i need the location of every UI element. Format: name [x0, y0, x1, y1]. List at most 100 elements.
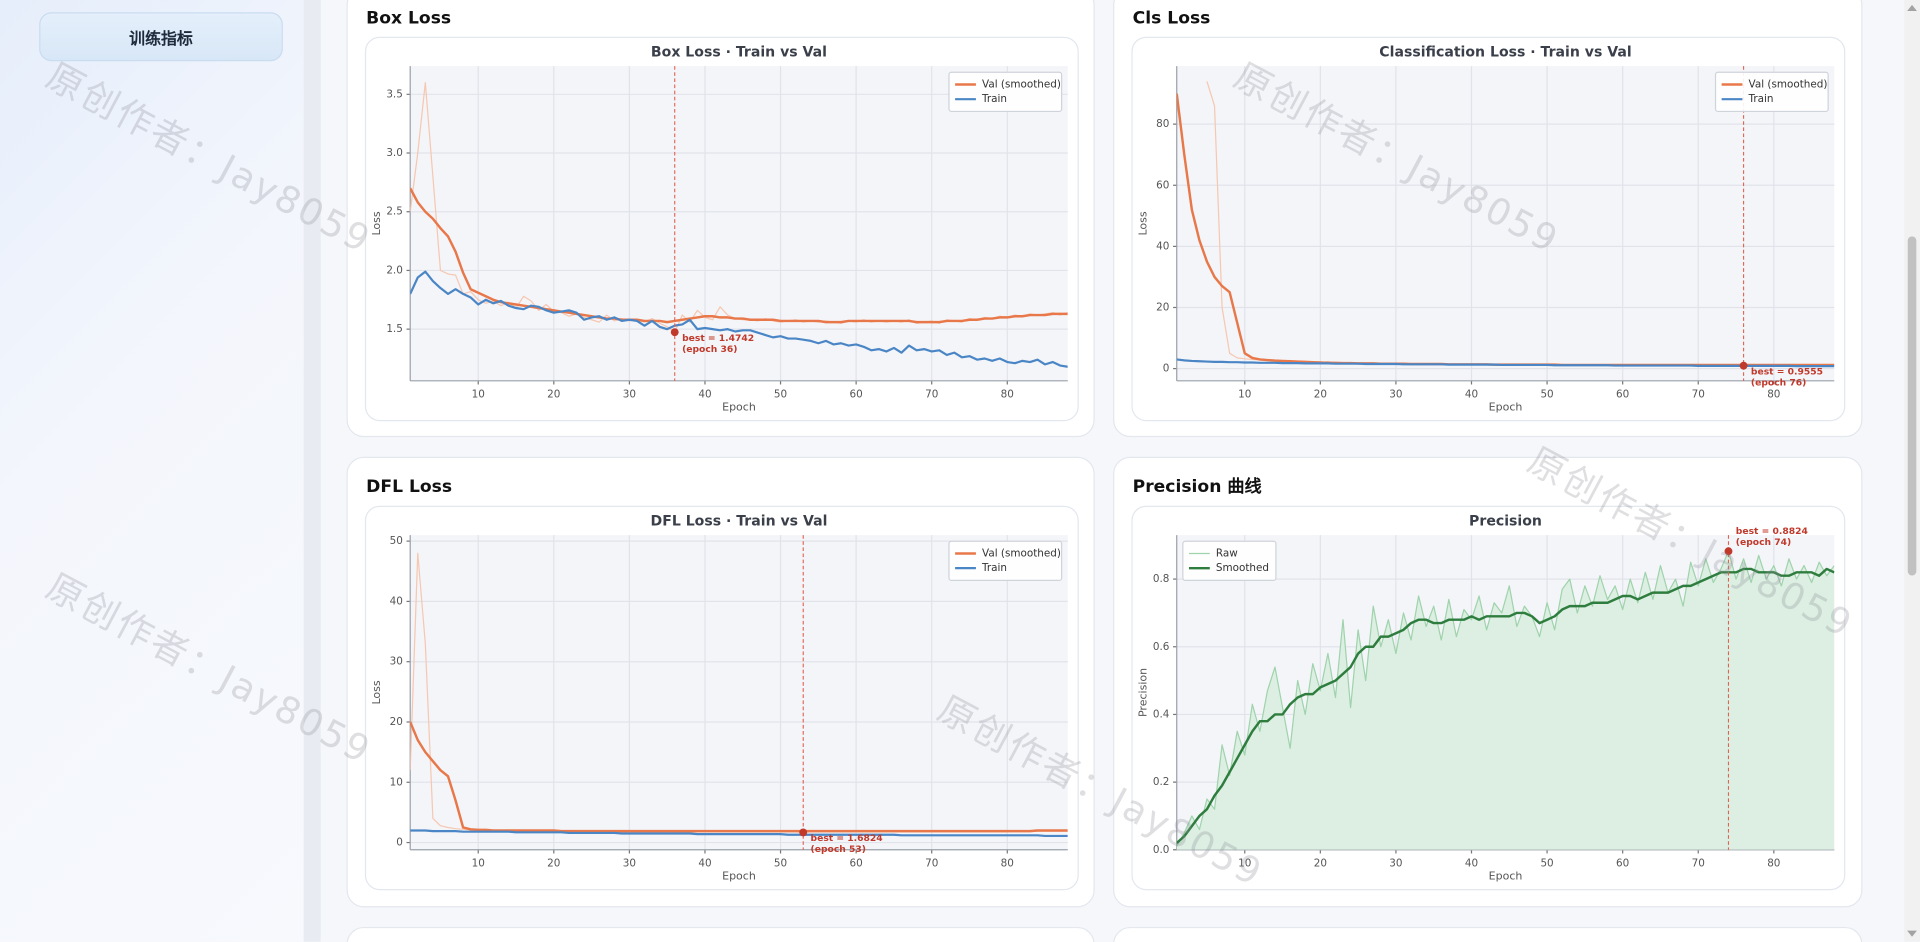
legend-box: [948, 71, 1063, 113]
plot-area: [410, 535, 1068, 850]
card: DFL Loss DFL Loss · Train vs Val 10 20 30 40…: [346, 456, 1095, 908]
x-tick-label: 70: [1692, 857, 1705, 869]
chart: Precision 10 20 30 40 50 60 70 80 0.0 0.2 0.4 0.6 0.8…: [1137, 514, 1835, 883]
y-tick-label: 50: [390, 535, 403, 547]
y-tick-label: 0.6: [1153, 641, 1170, 653]
chart: Classification Loss · Train vs Val 10 20 30…: [1137, 45, 1835, 414]
card-heading: Cls Loss: [1132, 8, 1211, 29]
x-tick-label: 10: [472, 388, 485, 400]
x-tick-label: 20: [547, 857, 560, 869]
y-tick-label: 2.5: [386, 206, 403, 218]
x-tick-label: 50: [1540, 857, 1553, 869]
sidebar: 训练指标: [0, 0, 304, 942]
x-tick-label: 10: [1238, 388, 1251, 400]
card-heading: Precision 曲线: [1132, 477, 1262, 498]
legend-box: [1182, 540, 1277, 582]
legend-box: [948, 540, 1063, 582]
series-group: [410, 552, 1068, 838]
x-tick-label: 20: [1314, 857, 1327, 869]
x-tick-label: 60: [1616, 857, 1629, 869]
chart-frame: Classification Loss · Train vs Val 10 20 30…: [1131, 36, 1846, 422]
y-tick-label: 20: [390, 716, 403, 728]
x-tick-label: 40: [698, 857, 711, 869]
card: [1113, 926, 1863, 942]
y-tick-label: 0: [1163, 363, 1170, 375]
x-tick-label: 50: [1540, 388, 1553, 400]
legend-label: Train: [981, 562, 1007, 574]
scroll-thumb[interactable]: [1907, 236, 1917, 576]
best-label: best = 1.6824: [811, 833, 883, 844]
plot-area: [410, 66, 1068, 381]
x-tick-label: 10: [1238, 857, 1251, 869]
best-label: (epoch 36): [682, 344, 737, 355]
x-tick-label: 60: [850, 388, 863, 400]
x-tick-label: 50: [774, 857, 787, 869]
best-point: [799, 828, 808, 837]
y-axis-label: Precision: [1137, 668, 1150, 717]
chart-frame: Box Loss · Train vs Val 10 20 30 40 50 60 70 80 1…: [364, 36, 1079, 422]
x-tick-label: 20: [547, 388, 560, 400]
x-tick-label: 70: [925, 857, 938, 869]
x-tick-label: 50: [774, 388, 787, 400]
y-tick-label: 80: [1156, 118, 1169, 130]
legend-label: Val (smoothed): [982, 547, 1061, 559]
x-tick-label: 70: [925, 388, 938, 400]
x-tick-label: 40: [698, 388, 711, 400]
card-heading: DFL Loss: [366, 477, 453, 498]
x-tick-label: 30: [623, 388, 636, 400]
y-axis-label: Loss: [1137, 211, 1150, 235]
y-tick-label: 3.0: [386, 147, 403, 159]
x-tick-label: 20: [1314, 388, 1327, 400]
y-tick-label: 0.4: [1153, 708, 1170, 720]
y-tick-label: 30: [390, 656, 403, 668]
best-label: best = 0.8824: [1736, 526, 1808, 537]
y-tick-label: 0: [396, 837, 403, 849]
area: [1176, 551, 1835, 850]
x-tick-label: 60: [1616, 388, 1629, 400]
y-tick-label: 20: [1156, 301, 1169, 313]
chart-frame: DFL Loss · Train vs Val 10 20 30 40 50 60 70 80 0…: [364, 505, 1079, 891]
x-tick-label: 80: [1767, 857, 1780, 869]
x-tick-label: 80: [1767, 388, 1780, 400]
chart: Box Loss · Train vs Val 10 20 30 40 50 60 70 80 1…: [370, 45, 1068, 414]
legend-label: Raw: [1216, 547, 1238, 559]
x-axis-label: Epoch: [722, 401, 756, 414]
x-tick-label: 40: [1465, 388, 1478, 400]
line: [410, 721, 1068, 833]
x-tick-label: 70: [1692, 388, 1705, 400]
line: [410, 829, 1068, 838]
chart-title: Classification Loss · Train vs Val: [1379, 45, 1631, 61]
y-tick-label: 3.5: [386, 88, 403, 100]
card: Precision 曲线 Precision 10 20 30 40 50 60 70 80 0.…: [1113, 456, 1863, 908]
y-tick-label: 40: [1156, 240, 1169, 252]
y-tick-label: 1.5: [386, 323, 403, 335]
gutter: [303, 0, 321, 942]
card-heading: Box Loss: [366, 8, 452, 29]
x-tick-label: 30: [1389, 388, 1402, 400]
x-tick-label: 80: [1001, 857, 1014, 869]
best-point: [1739, 361, 1748, 370]
x-tick-label: 80: [1001, 388, 1014, 400]
best-point: [1724, 547, 1733, 556]
series-group: [1176, 81, 1835, 368]
y-axis-label: Loss: [370, 211, 383, 235]
series-group: [1176, 550, 1835, 850]
y-tick-label: 60: [1156, 179, 1169, 191]
nav-button[interactable]: 训练指标: [39, 12, 283, 62]
y-axis-label: Loss: [370, 680, 383, 704]
legend-label: Val (smoothed): [982, 78, 1061, 90]
best-label: (epoch 74): [1736, 537, 1791, 548]
series-group: [410, 81, 1068, 368]
best-label: (epoch 76): [1751, 377, 1806, 388]
best-label: (epoch 53): [811, 844, 866, 855]
chart-title: DFL Loss · Train vs Val: [651, 514, 828, 530]
line: [1176, 550, 1835, 847]
scrollbar[interactable]: [1904, 0, 1920, 942]
card: [346, 926, 1095, 942]
x-tick-label: 30: [1389, 857, 1402, 869]
y-tick-label: 10: [390, 776, 403, 788]
line: [1176, 358, 1835, 368]
